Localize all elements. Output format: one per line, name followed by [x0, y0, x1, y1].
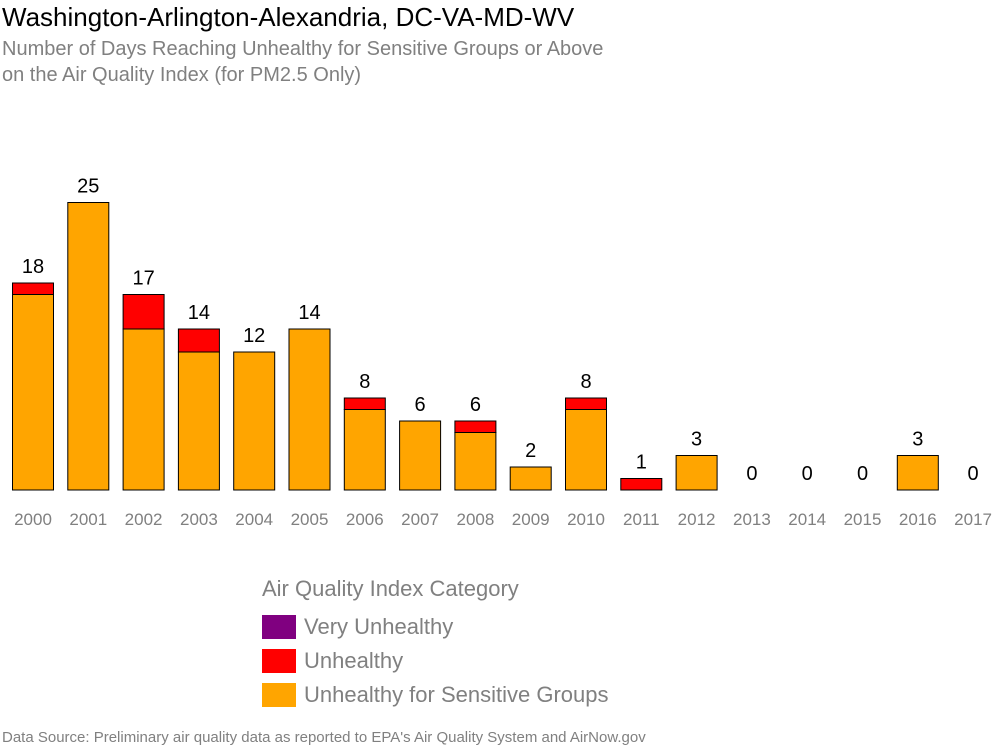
bar-unhealthy-for-sensitive-groups-2001	[67, 202, 110, 491]
data-label-2009: 2	[525, 440, 536, 462]
legend-swatch	[262, 615, 296, 639]
subtitle-line-2: on the Air Quality Index (for PM2.5 Only…	[2, 64, 362, 86]
data-label-2013: 0	[746, 463, 757, 485]
legend-item-very-unhealthy: Very Unhealthy	[262, 610, 609, 644]
data-label-2007: 6	[415, 394, 426, 416]
bar-unhealthy-2011	[620, 478, 663, 491]
bar-unhealthy-for-sensitive-groups-2003	[177, 351, 220, 491]
x-tick-label-2014: 2014	[788, 510, 826, 529]
data-label-2014: 0	[802, 463, 813, 485]
legend-label: Unhealthy for Sensitive Groups	[304, 682, 609, 707]
chart-title: Washington-Arlington-Alexandria, DC-VA-M…	[2, 2, 575, 32]
data-label-2006: 8	[359, 371, 370, 393]
data-label-2002: 17	[132, 268, 154, 290]
data-label-2003: 14	[188, 302, 210, 324]
x-tick-label-2016: 2016	[899, 510, 937, 529]
bar-unhealthy-for-sensitive-groups-2000	[12, 294, 54, 491]
x-tick-label-2015: 2015	[844, 510, 882, 529]
x-tick-label-2009: 2009	[512, 510, 550, 529]
legend-swatch	[262, 649, 296, 673]
legend-label: Very Unhealthy	[304, 614, 454, 639]
bar-unhealthy-2008	[454, 420, 497, 433]
x-tick-label-2011: 2011	[623, 510, 660, 529]
x-tick-label-2006: 2006	[346, 510, 384, 529]
bar-unhealthy-2010	[565, 397, 607, 410]
legend-swatch	[262, 683, 296, 707]
x-tick-label-2004: 2004	[235, 510, 273, 529]
x-tick-label-2008: 2008	[456, 510, 494, 529]
data-source-note: Data Source: Preliminary air quality dat…	[2, 729, 646, 746]
legend: Air Quality Index Category Very Unhealth…	[262, 576, 609, 712]
bar-unhealthy-2002	[122, 294, 165, 330]
bar-unhealthy-for-sensitive-groups-2004	[233, 351, 276, 491]
bar-unhealthy-for-sensitive-groups-2005	[288, 328, 331, 491]
bar-unhealthy-for-sensitive-groups-2007	[399, 420, 442, 491]
x-tick-label-2007: 2007	[401, 510, 439, 529]
bar-unhealthy-2003	[177, 328, 220, 353]
data-label-2001: 25	[77, 176, 99, 198]
x-tick-label-2000: 2000	[14, 510, 52, 529]
bar-unhealthy-2000	[12, 282, 54, 295]
data-label-2017: 0	[968, 463, 979, 485]
bar-unhealthy-for-sensitive-groups-2008	[454, 432, 497, 491]
bar-chart: 1820002520011720021420031220041420058200…	[12, 176, 992, 529]
legend-item-usg: Unhealthy for Sensitive Groups	[262, 678, 609, 712]
legend-item-unhealthy: Unhealthy	[262, 644, 609, 678]
bar-unhealthy-for-sensitive-groups-2002	[122, 328, 165, 491]
data-label-2011: 1	[636, 452, 647, 474]
data-label-2008: 6	[470, 394, 481, 416]
x-tick-label-2017: 2017	[954, 510, 992, 529]
bar-unhealthy-2006	[343, 397, 386, 410]
legend-title: Air Quality Index Category	[262, 576, 519, 601]
data-label-2016: 3	[912, 429, 923, 451]
subtitle-line-1: Number of Days Reaching Unhealthy for Se…	[2, 38, 604, 60]
legend-label: Unhealthy	[304, 648, 404, 673]
x-tick-label-2013: 2013	[733, 510, 771, 529]
chart-subtitle: Number of Days Reaching Unhealthy for Se…	[2, 36, 603, 88]
bar-unhealthy-for-sensitive-groups-2009	[509, 466, 552, 491]
data-label-2000: 18	[22, 256, 44, 278]
bar-unhealthy-for-sensitive-groups-2006	[343, 409, 386, 491]
x-tick-label-2012: 2012	[678, 510, 716, 529]
data-label-2004: 12	[243, 325, 265, 347]
x-tick-label-2001: 2001	[69, 510, 107, 529]
data-label-2010: 8	[580, 371, 591, 393]
data-label-2005: 14	[298, 302, 320, 324]
x-tick-label-2010: 2010	[567, 510, 605, 529]
data-label-2012: 3	[691, 429, 702, 451]
x-tick-label-2002: 2002	[125, 510, 163, 529]
x-tick-label-2003: 2003	[180, 510, 218, 529]
x-tick-label-2005: 2005	[291, 510, 329, 529]
bar-unhealthy-for-sensitive-groups-2010	[565, 409, 607, 491]
data-label-2015: 0	[857, 463, 868, 485]
bar-unhealthy-for-sensitive-groups-2012	[675, 455, 718, 491]
bar-unhealthy-for-sensitive-groups-2016	[896, 455, 939, 491]
